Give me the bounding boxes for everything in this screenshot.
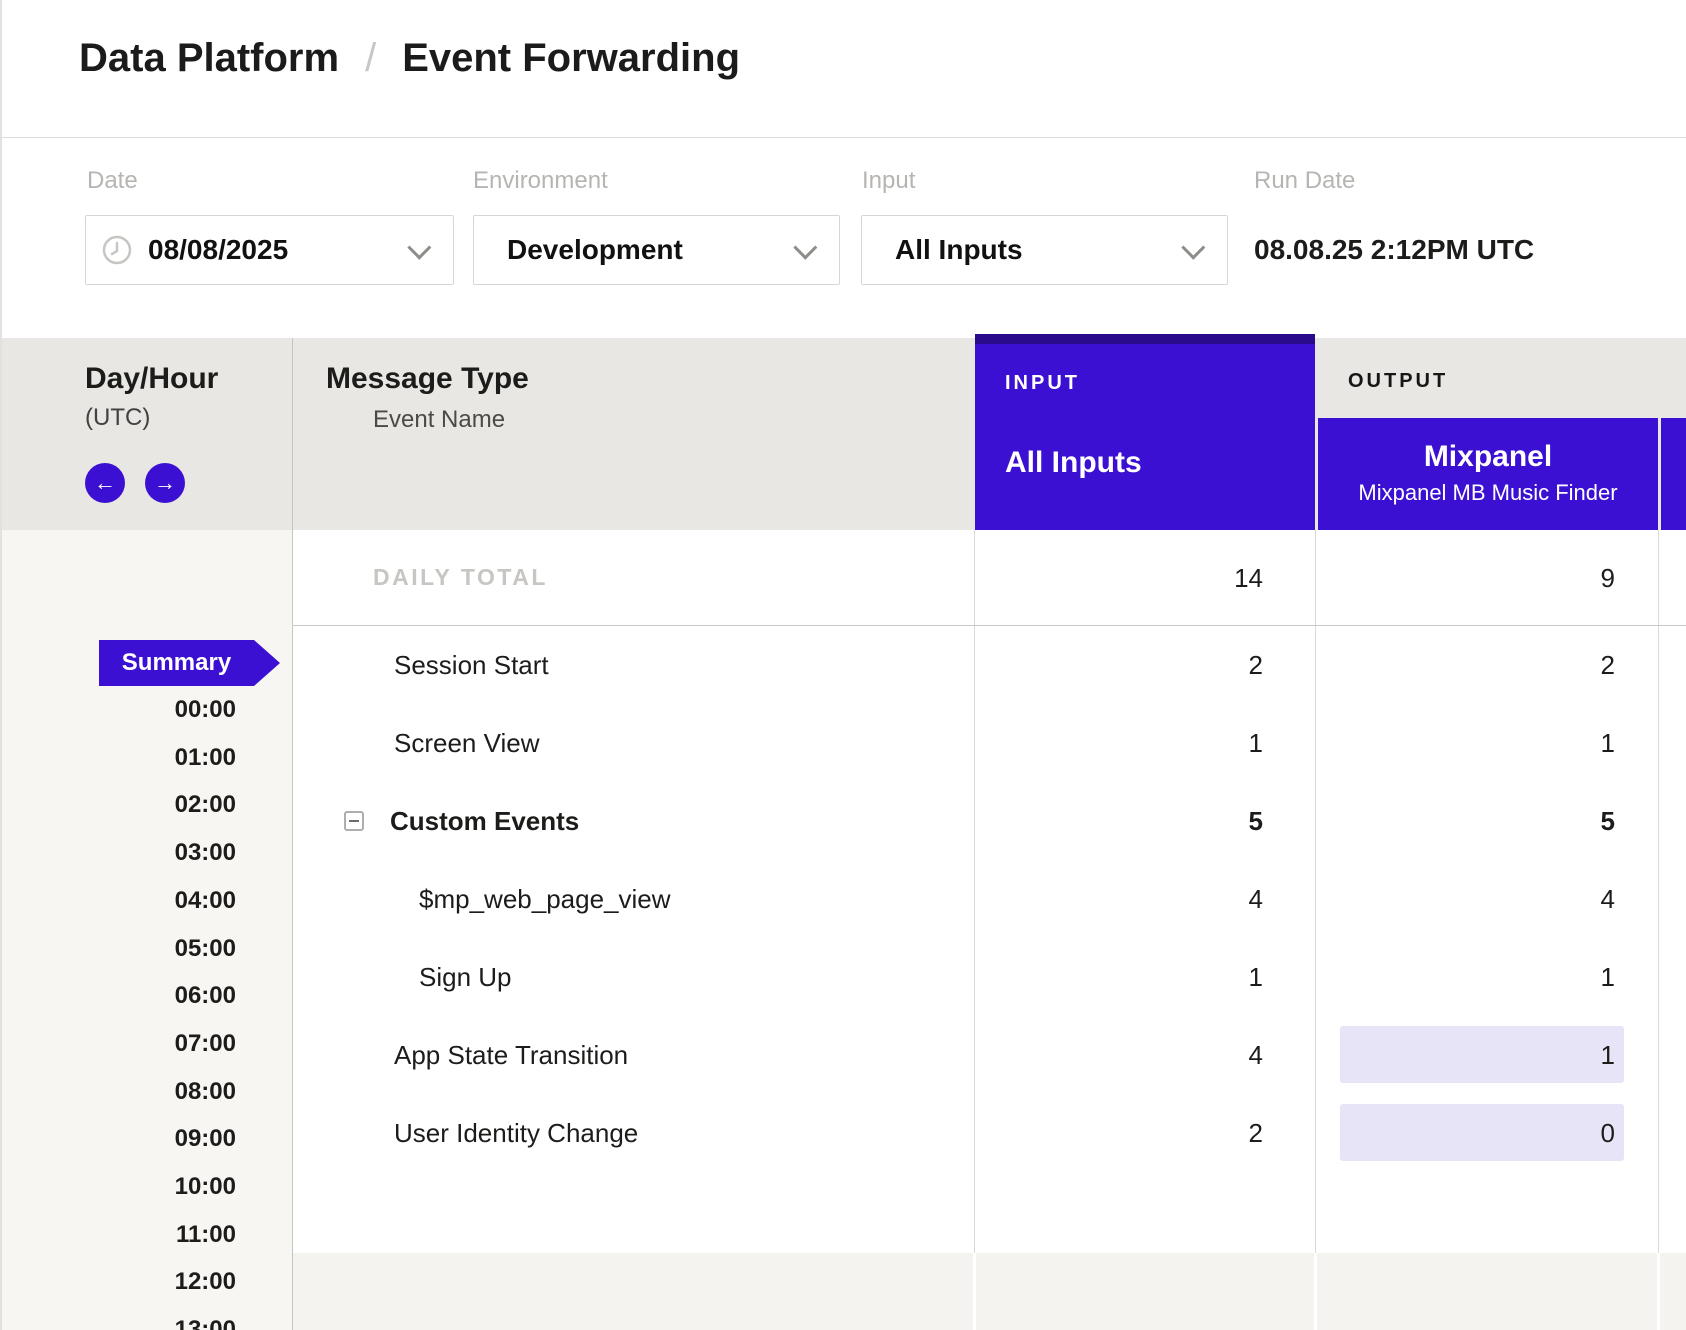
output-count-cell: 1 [1600,962,1615,992]
hour-row-label[interactable]: 12:00 [174,1268,236,1295]
grid-line [1314,1253,1317,1330]
table-row: Session Start 2 2 [2,626,1686,704]
previous-day-button[interactable]: ← [85,463,125,503]
minus-glyph [349,820,359,822]
clock-icon [102,235,132,265]
table-header: Day/Hour (UTC) ← → Message Type Event Na… [2,334,1686,530]
hour-row-label[interactable]: 01:00 [174,744,236,771]
table-row: Screen View 1 1 [2,704,1686,782]
input-count-cell: 2 [1248,650,1263,680]
output-count-cell: 0 [1600,1118,1615,1148]
daily-total-input-value: 14 [1234,563,1263,593]
hour-row-label[interactable]: 00:00 [174,696,236,723]
date-value: 08/08/2025 [148,234,289,265]
message-type-label: User Identity Change [394,1118,639,1148]
hour-row-label[interactable]: 02:00 [174,791,236,818]
hour-row-label[interactable]: 13:00 [174,1316,236,1330]
hour-row-label[interactable]: 03:00 [174,839,236,866]
output-section-label: OUTPUT [1348,370,1449,392]
column-divider [292,338,293,1330]
day-hour-column-title: Day/Hour [85,362,219,395]
table-row: App State Transition 4 1 [2,1016,1686,1094]
output-column-subtitle: Mixpanel MB Music Finder [1358,480,1618,505]
table-footer-band [292,1253,1686,1330]
date-filter-label: Date [87,167,138,194]
day-hour-timezone: (UTC) [85,404,151,431]
hour-row-label[interactable]: 09:00 [174,1125,236,1152]
run-date-label: Run Date [1254,167,1356,194]
table-row: $mp_web_page_view 4 4 [2,860,1686,938]
grid-line [1658,530,1659,1253]
hour-row-label[interactable]: 06:00 [174,982,236,1009]
grid-line [1657,1253,1660,1330]
input-count-cell: 4 [1248,1040,1263,1070]
breadcrumb: Data Platform / Event Forwarding [79,36,740,81]
input-column-name: All Inputs [1005,446,1142,479]
arrow-left-icon: ← [94,470,116,495]
environment-select[interactable]: Development [473,215,840,285]
date-select[interactable]: 08/08/2025 [85,215,454,285]
output-count-cell: 1 [1600,1040,1615,1070]
page-title: Event Forwarding [402,36,740,80]
grid-line [974,530,975,1253]
table-row: Custom Events 5 5 [2,782,1686,860]
chevron-down-icon [793,235,818,260]
grid-line [973,1253,976,1330]
environment-value: Development [507,234,683,265]
output-highlight-cell [1340,1026,1624,1083]
input-select[interactable]: All Inputs [861,215,1228,285]
daily-total-label: DAILY TOTAL [373,564,548,590]
hour-row-label[interactable]: 08:00 [174,1078,236,1105]
next-day-button[interactable]: → [145,463,185,503]
message-type-column-title: Message Type [326,362,529,395]
message-type-label: Session Start [394,650,549,680]
output-count-cell: 2 [1600,650,1615,680]
input-section-label: INPUT [1005,372,1080,394]
output-column-header-mixpanel[interactable]: Mixpanel Mixpanel MB Music Finder [1318,418,1658,530]
filter-bar: Date Environment Input Run Date 08/08/20… [2,139,1686,338]
output-highlight-cell [1340,1104,1624,1161]
chevron-down-icon [407,235,432,260]
output-count-cell: 1 [1600,728,1615,758]
chevron-down-icon [1181,235,1206,260]
output-count-cell: 5 [1600,806,1615,836]
summary-row-badge[interactable]: Summary [99,640,280,686]
grid-line [1315,530,1316,1253]
breadcrumb-parent-link[interactable]: Data Platform [79,36,340,80]
message-type-label: App State Transition [394,1040,629,1070]
message-type-label: Sign Up [419,962,512,992]
input-column-accent-strip [975,334,1315,344]
daily-total-divider [292,625,1686,626]
hour-row-label[interactable]: 04:00 [174,887,236,914]
input-value: All Inputs [895,234,1023,265]
message-type-label: $mp_web_page_view [419,884,671,914]
event-name-subtitle: Event Name [373,406,506,433]
environment-filter-label: Environment [473,167,608,194]
arrow-right-icon: → [154,470,176,495]
input-count-cell: 4 [1248,884,1263,914]
output-column-name: Mixpanel [1423,440,1553,473]
hour-row-label[interactable]: 07:00 [174,1030,236,1057]
message-type-label: Screen View [394,728,540,758]
input-column-header[interactable]: INPUT All Inputs [975,334,1315,530]
collapse-icon[interactable] [344,811,364,831]
run-date-value: 08.08.25 2:12PM UTC [1254,234,1535,265]
daily-total-output-value: 9 [1600,563,1615,593]
input-count-cell: 1 [1248,962,1263,992]
input-count-cell: 1 [1248,728,1263,758]
input-count-cell: 5 [1248,806,1263,836]
hour-row-label[interactable]: 10:00 [174,1173,236,1200]
breadcrumb-separator: / [365,36,377,80]
hour-row-label[interactable]: 11:00 [175,1221,236,1248]
hour-row-label[interactable]: 05:00 [174,935,236,962]
output-count-cell: 4 [1600,884,1615,914]
input-filter-label: Input [862,167,916,194]
output-column-header-partial [1661,418,1686,530]
table-row: Sign Up 1 1 [2,938,1686,1016]
table-row: User Identity Change 2 0 [2,1094,1686,1172]
message-type-label: Custom Events [390,806,580,836]
page-header: Data Platform / Event Forwarding [2,0,1686,138]
input-count-cell: 2 [1248,1118,1263,1148]
